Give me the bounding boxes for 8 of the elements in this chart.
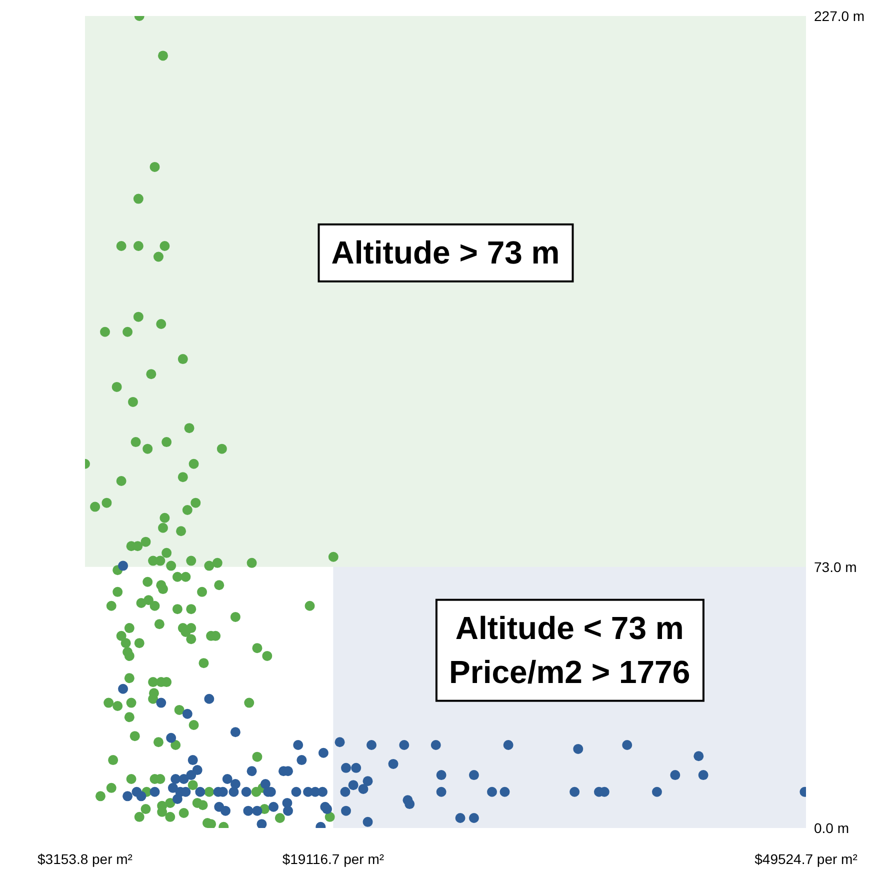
band-label: Altitude < 73 m Price/m2 > 1776 <box>435 599 704 702</box>
x-tick-label: $3153.8 per m² <box>38 850 133 867</box>
y-tick-label: 0.0 m <box>814 820 850 836</box>
x-tick-label: $19116.7 per m² <box>282 850 384 867</box>
x-tick-label: $49524.7 per m² <box>754 850 858 867</box>
y-tick-label: 73.0 m <box>814 558 857 575</box>
band-label: Altitude > 73 m <box>317 223 574 282</box>
y-tick-label: 227.0 m <box>814 8 865 24</box>
